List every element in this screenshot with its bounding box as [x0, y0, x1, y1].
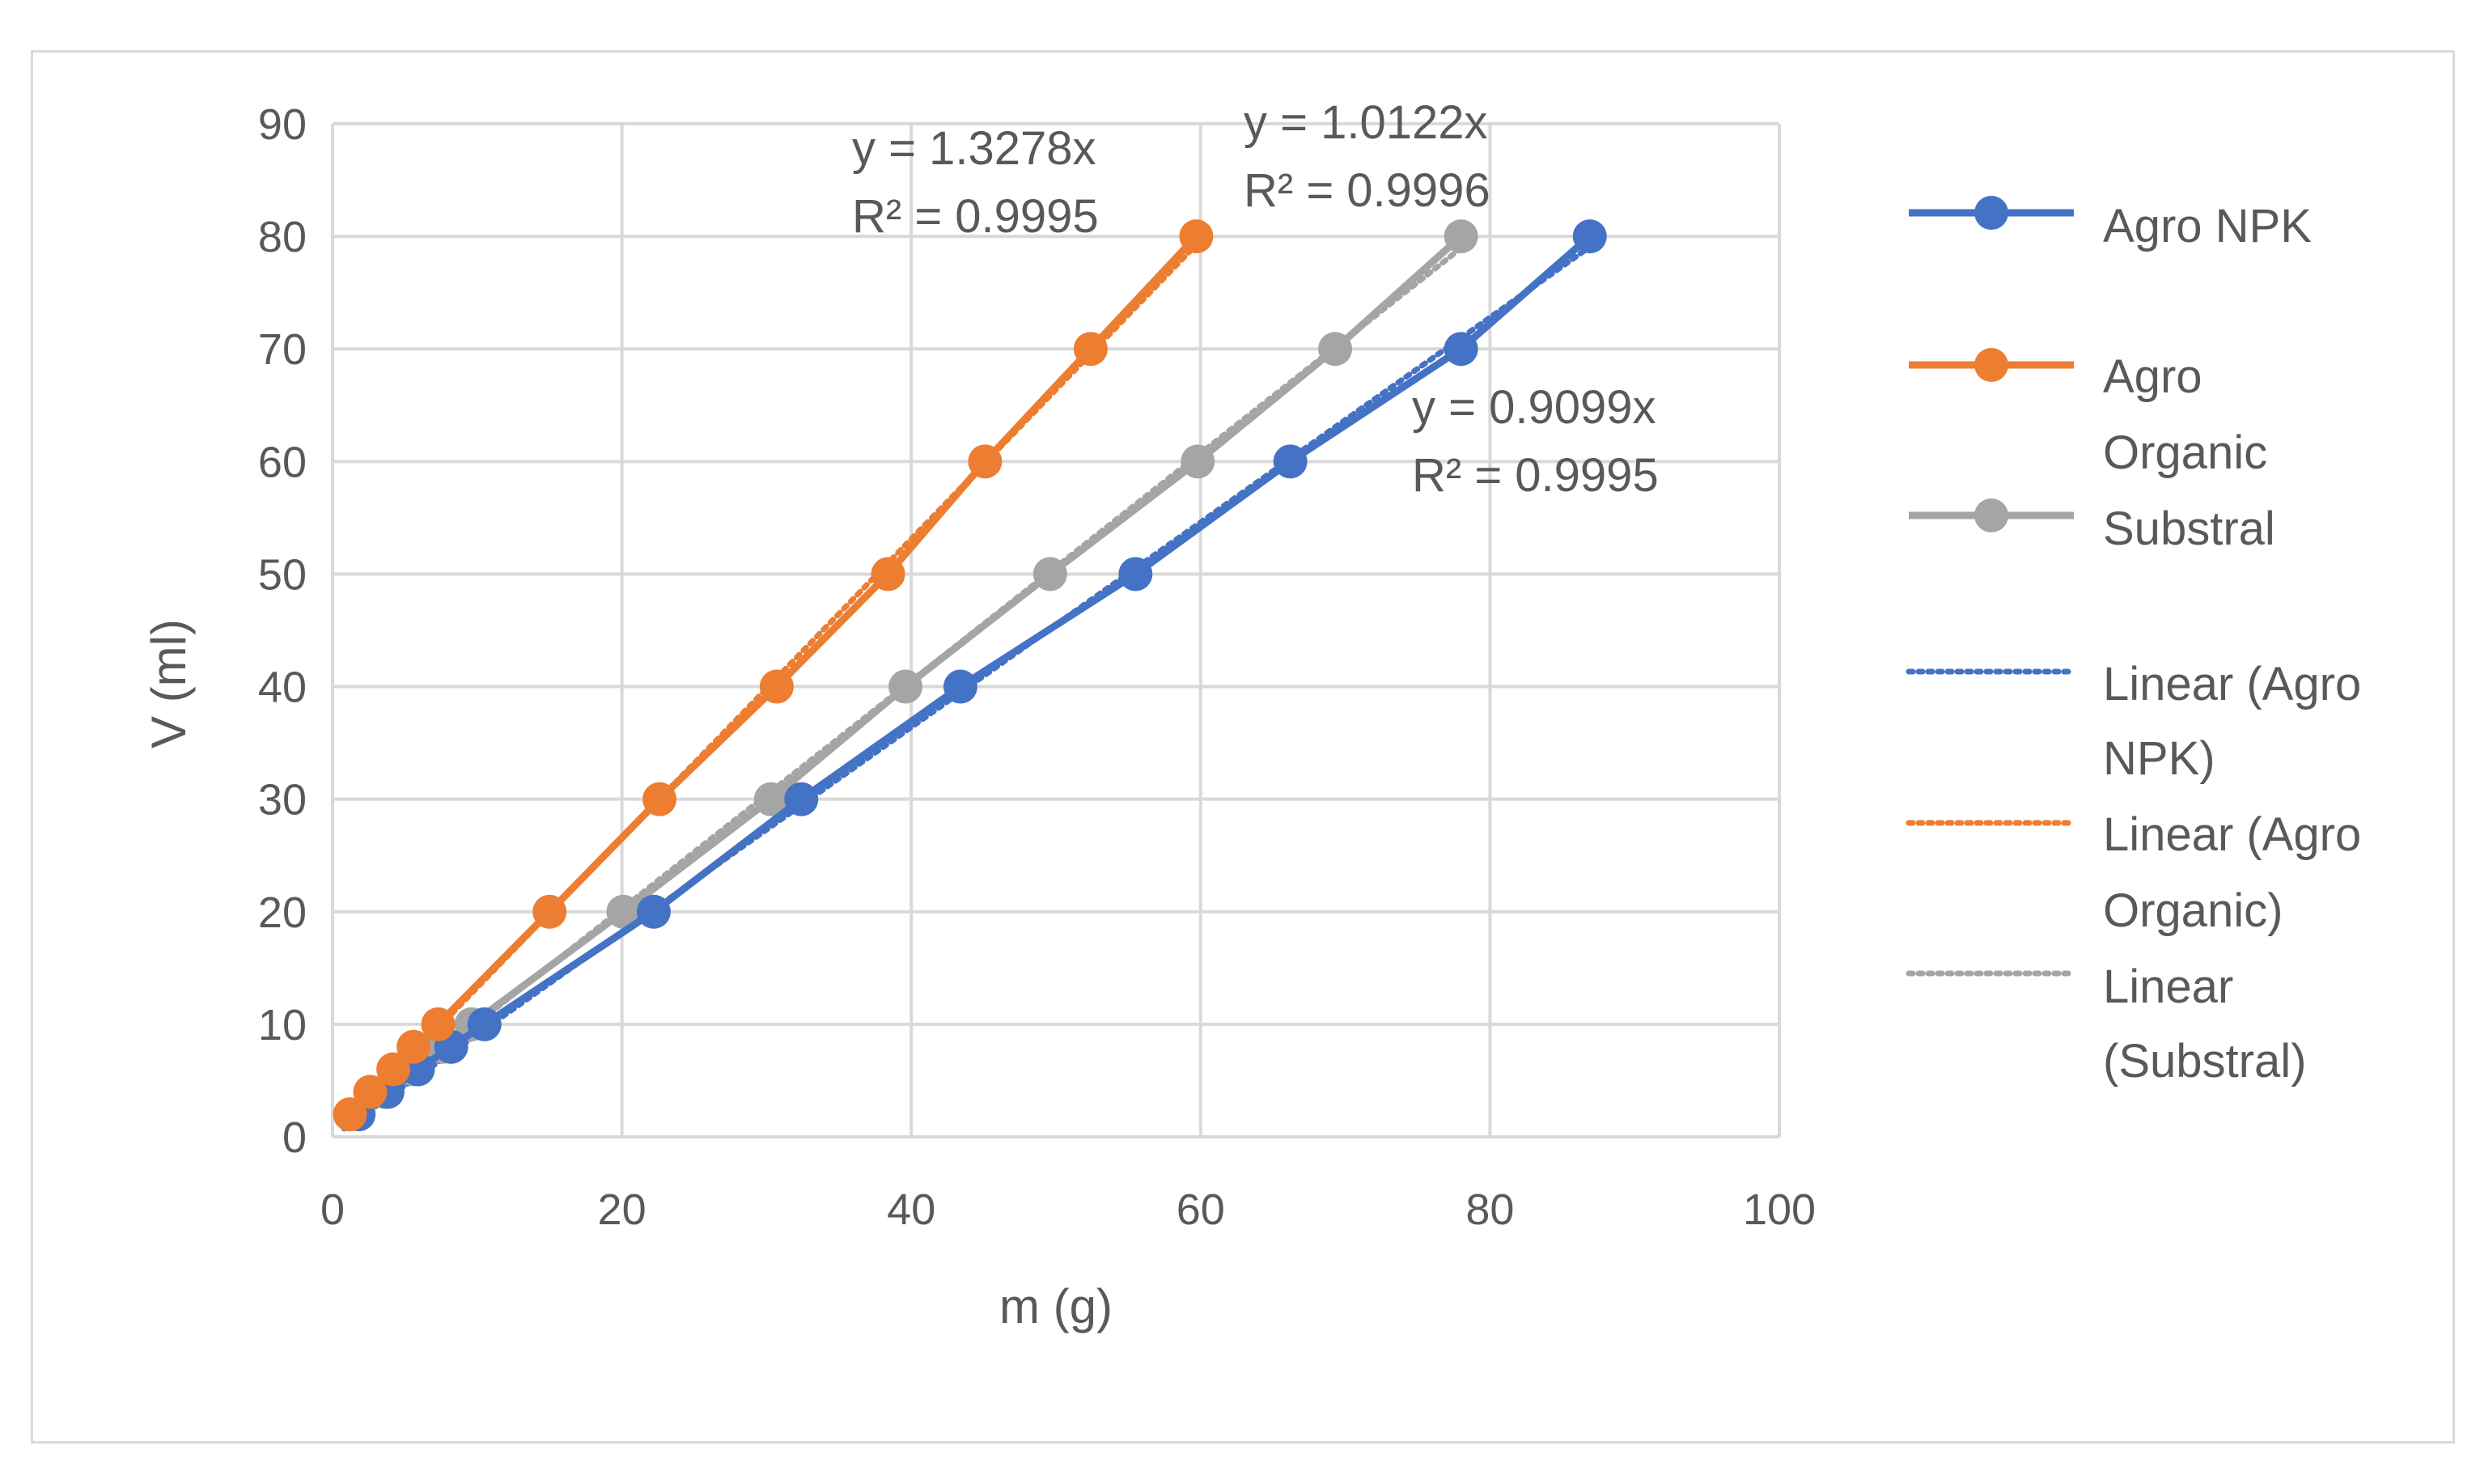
tick-label-layer: 0 10 20 30 40 50 60 70 80 90 0 20 40 60 80 100 [258, 100, 1816, 1234]
legend-label: Organic) [2103, 884, 2283, 937]
y-tick-label: 60 [258, 438, 307, 486]
data-point [943, 669, 977, 704]
legend-label: Linear [2103, 960, 2233, 1013]
y-tick-label: 40 [258, 664, 307, 712]
svg-text:y = 1.0122x: y = 1.0122x [1244, 96, 1488, 149]
legend-label: Organic [2103, 426, 2267, 479]
svg-text:y = 1.3278x: y = 1.3278x [852, 122, 1096, 175]
svg-text:R² = 0.9996: R² = 0.9996 [1244, 164, 1490, 217]
data-point [353, 1075, 388, 1109]
data-point [1179, 219, 1214, 254]
svg-text:y = 0.9099x: y = 0.9099x [1412, 381, 1656, 434]
data-point [784, 782, 819, 816]
x-tick-label: 100 [1743, 1185, 1816, 1234]
data-point [1118, 557, 1153, 591]
y-tick-label: 90 [258, 100, 307, 149]
legend-label: (Substral) [2103, 1035, 2306, 1088]
legend-item-4: Linear (Agro Organic) [1906, 808, 2361, 937]
y-tick-label: 10 [258, 1001, 307, 1049]
data-point [1032, 557, 1067, 591]
data-point [968, 444, 1003, 479]
data-point [1318, 332, 1353, 367]
x-tick-label: 20 [598, 1185, 647, 1234]
legend-label: Agro NPK [2103, 200, 2312, 252]
legend-item-1: Agro Organic [1909, 348, 2267, 479]
data-point [467, 1007, 502, 1041]
legend: Agro NPK Agro Organic Substral Linear (Agro N… [1906, 196, 2361, 1088]
y-tick-label: 80 [258, 213, 307, 261]
legend-label: Substral [2103, 502, 2275, 555]
y-axis-title: V (ml) [142, 619, 196, 748]
data-point [421, 1007, 456, 1041]
data-point [1444, 332, 1478, 367]
chart-svg: 0 10 20 30 40 50 60 70 80 90 0 20 40 60 80 100 m (g) V … [142, 96, 2361, 1333]
x-tick-label: 60 [1177, 1185, 1225, 1234]
data-point [333, 1097, 367, 1132]
legend-marker [1974, 348, 2008, 382]
data-point [532, 894, 567, 929]
data-point [871, 557, 905, 591]
legend-marker [1974, 498, 2008, 532]
y-tick-label: 20 [258, 888, 307, 937]
equation-label-agro-organic: y = 1.3278x R² = 0.9995 [852, 122, 1099, 243]
x-tick-label: 40 [887, 1185, 935, 1234]
data-point [759, 669, 794, 704]
y-tick-label: 30 [258, 776, 307, 825]
legend-marker [1974, 196, 2008, 230]
legend-label: Linear (Agro [2103, 808, 2361, 861]
chart-frame: 0 10 20 30 40 50 60 70 80 90 0 20 40 60 80 100 m (g) V … [31, 50, 2455, 1444]
equation-label-substral: y = 1.0122x R² = 0.9996 [1244, 96, 1490, 217]
legend-label: Linear (Agro [2103, 658, 2361, 710]
data-point [1073, 332, 1108, 367]
x-axis-title: m (g) [999, 1279, 1113, 1333]
legend-label: Agro [2103, 350, 2203, 403]
legend-item-3: Linear (Agro NPK) [1906, 658, 2361, 785]
data-point [1572, 219, 1607, 254]
svg-text:R² = 0.9995: R² = 0.9995 [852, 190, 1099, 243]
data-point [888, 669, 923, 704]
legend-item-0: Agro NPK [1909, 196, 2312, 252]
legend-item-2: Substral [1909, 498, 2275, 555]
data-point [606, 894, 641, 929]
y-tick-label: 70 [258, 325, 307, 374]
equation-label-agro-npk: y = 0.9099x R² = 0.9995 [1412, 381, 1659, 502]
data-point [376, 1052, 411, 1087]
x-tick-label: 0 [320, 1185, 345, 1234]
data-point [1273, 444, 1308, 479]
legend-label: NPK) [2103, 732, 2215, 785]
data-point [1181, 444, 1215, 479]
svg-text:R² = 0.9995: R² = 0.9995 [1412, 449, 1659, 502]
y-tick-label: 50 [258, 550, 307, 599]
data-point [753, 782, 788, 816]
data-point [396, 1029, 431, 1064]
legend-item-5: Linear (Substral) [1906, 960, 2306, 1088]
series-layer [333, 219, 1607, 1132]
data-point [642, 782, 677, 816]
data-point [1444, 219, 1478, 254]
y-tick-label: 0 [282, 1113, 307, 1162]
series-line-0 [356, 233, 1592, 1117]
data-point [636, 894, 671, 929]
x-tick-label: 80 [1465, 1185, 1514, 1234]
